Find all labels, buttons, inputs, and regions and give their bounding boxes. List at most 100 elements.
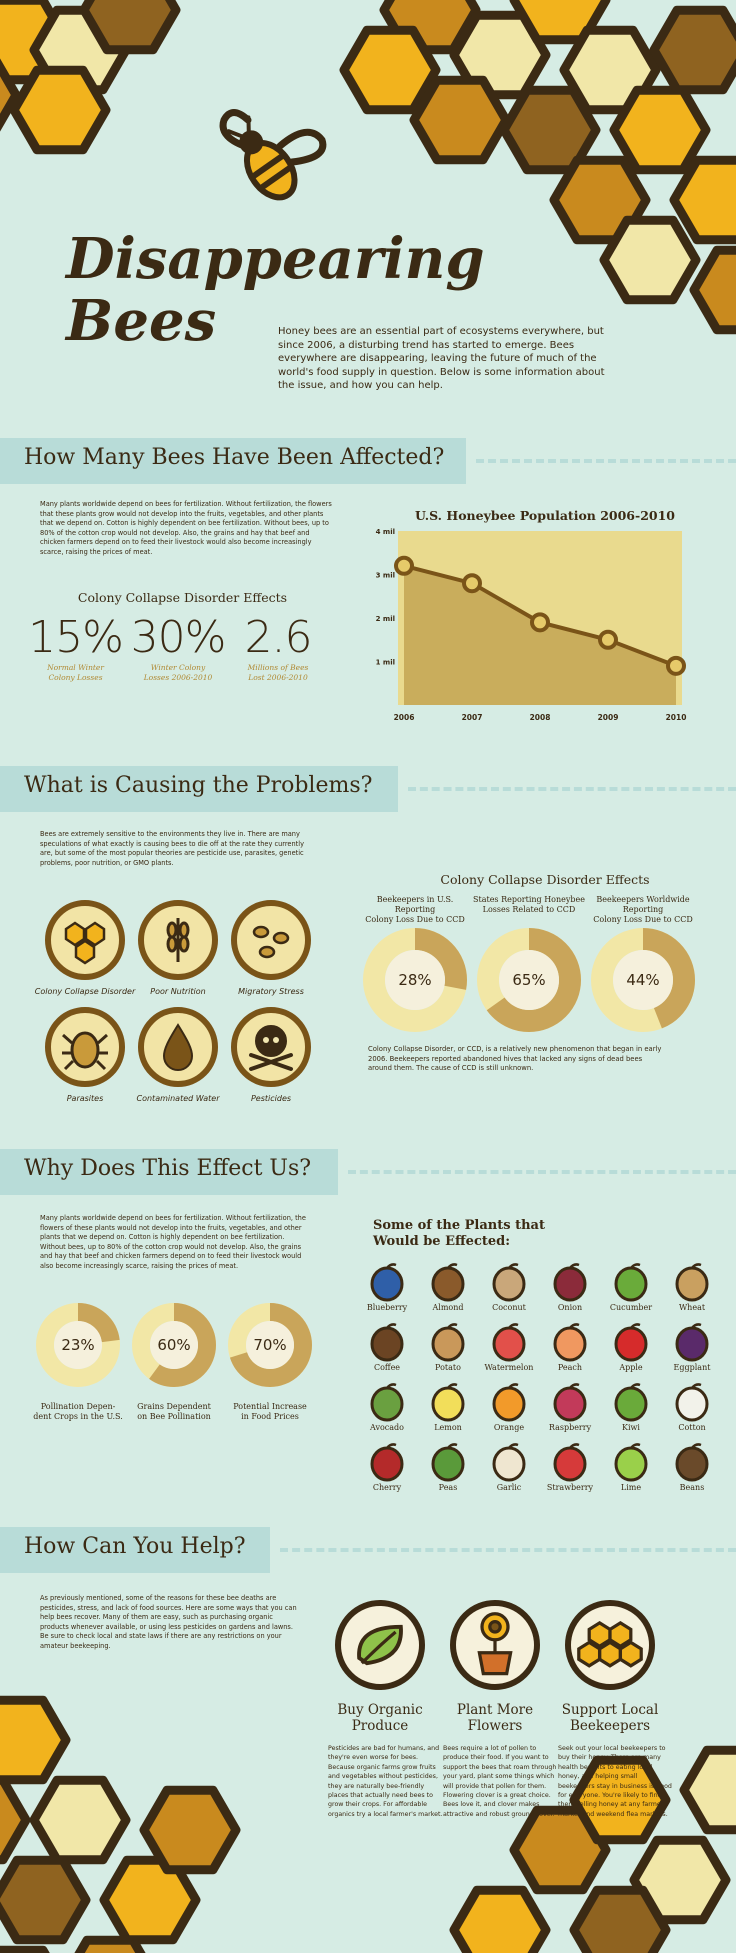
wheat-icon [675, 1263, 709, 1302]
honeycomb-icon [45, 900, 125, 980]
data-point-2006 [394, 555, 414, 576]
population-line-chart: 1 mil 2 mil 3 mil 4 mil 2006 2007 2008 2009 2010 [376, 528, 687, 722]
help-tips: Buy Organic Produce Pesticides are bad for… [320, 1598, 672, 1898]
donut-hole [499, 950, 559, 1010]
hexagon-shape [0, 1945, 50, 1953]
tip-title: Buy Organic Produce [337, 1702, 423, 1734]
skull-icon [231, 1007, 311, 1087]
x-tick-label: 2009 [598, 713, 619, 722]
section-heading-effects: Why Does This Effect Us? [0, 1149, 338, 1195]
y-tick-label: 3 mil [376, 572, 395, 580]
heading-divider [280, 1548, 736, 1552]
hexagon-shape [649, 5, 736, 95]
plant-label: Lemon [434, 1423, 462, 1432]
plant-label: Peach [557, 1363, 583, 1372]
affected-paragraph: Many plants worldwide depend on bees for… [40, 500, 332, 556]
leaf-icon [335, 1600, 425, 1690]
plant-label: Coffee [373, 1363, 401, 1372]
wheat-icon [138, 900, 218, 980]
peach-icon [553, 1323, 587, 1362]
y-tick-label: 1 mil [376, 659, 395, 667]
plant-label: Apple [619, 1363, 643, 1372]
section-heading-affected: How Many Bees Have Been Affected? [0, 438, 466, 484]
hexagon-shape [609, 85, 711, 175]
bee-logo-icon [219, 109, 327, 201]
intro-text: Honey bees are an essential part of ecos… [278, 326, 605, 391]
plant-label: Avocado [370, 1423, 404, 1432]
avocado-icon [370, 1383, 404, 1422]
donut-hole [385, 950, 445, 1010]
cause-label: Poor Nutrition [150, 987, 206, 996]
causes-paragraph: Bees are extremely sensitive to the envi… [40, 830, 304, 867]
impact-donut-charts: 23% 60% 70% [36, 1303, 312, 1387]
data-point-2009 [598, 629, 618, 650]
title-line-2: Bees [66, 288, 217, 354]
plant-label: Onion [557, 1303, 583, 1312]
title-line-1: Disappearing [66, 226, 485, 292]
cause-label: Migratory Stress [238, 987, 304, 996]
beans-icon [675, 1443, 709, 1482]
peas-icon [431, 1443, 465, 1482]
cucumber-icon [614, 1263, 648, 1302]
donut-hole [613, 950, 673, 1010]
donut-label: Grains Dependent on Bee Pollination [137, 1402, 211, 1421]
stat-normal-losses: 15% Normal Winter Colony Losses [28, 612, 124, 682]
hexagon-shape [599, 215, 701, 305]
donut-value: 23% [61, 1336, 94, 1354]
plant-label: Orange [493, 1423, 525, 1432]
data-point-2008 [530, 612, 550, 633]
heading-divider [476, 459, 736, 463]
ccd-donuts-title: Colony Collapse Disorder Effects [440, 872, 650, 887]
hexagon-shape [29, 1775, 131, 1865]
coconut-icon [492, 1263, 526, 1302]
donut-label: Potential Increase in Food Prices [233, 1402, 307, 1421]
donut-value: 44% [626, 971, 659, 989]
stat-winter-losses: 30% Winter Colony Losses 2006-2010 [130, 612, 227, 682]
cherry-icon [370, 1443, 404, 1482]
hexagon-shape [0, 1695, 71, 1785]
lemon-icon [431, 1383, 465, 1422]
cause-label: Pesticides [250, 1094, 292, 1103]
y-tick-label: 4 mil [376, 528, 395, 536]
section-heading-causes: What is Causing the Problems? [0, 766, 398, 812]
water-drop-icon [138, 1007, 218, 1087]
cause-label: Parasites [66, 1094, 104, 1103]
hexagon-shape [569, 1885, 671, 1953]
donut-segment [363, 928, 467, 1032]
y-tick-label: 2 mil [376, 615, 395, 623]
plant-label: Kiwi [622, 1423, 640, 1432]
hexagon-shape [0, 1855, 91, 1945]
plants-grid: Blueberry Almond Coconut Onion Cucumber Wheat… [360, 1262, 720, 1512]
cotton-icon [675, 1383, 709, 1422]
donut-segment [477, 928, 581, 1032]
page-title: Disappearing Bees [66, 228, 485, 352]
hexagon-shape [569, 1755, 671, 1845]
eggplant-icon [675, 1323, 709, 1362]
plant-label: Cherry [372, 1483, 402, 1492]
lime-icon [614, 1443, 648, 1482]
donut-hole [246, 1321, 294, 1369]
hexagon-shape [339, 25, 441, 115]
heading-divider [348, 1170, 736, 1174]
ccd-stats: 15% Normal Winter Colony Losses 30% Winte… [28, 612, 328, 692]
hexagon-shape [629, 1835, 731, 1925]
tip-text: Seek out your local beekeepers to buy th… [558, 1745, 672, 1818]
population-area [404, 565, 676, 705]
effects-paragraph: Many plants worldwide depend on bees for… [40, 1214, 306, 1270]
x-tick-label: 2010 [666, 713, 687, 722]
tip-text: Pesticides are bad for humans, and they'… [328, 1745, 443, 1818]
donut-value: 70% [253, 1336, 286, 1354]
plant-label: Strawberry [546, 1483, 594, 1492]
plant-label: Blueberry [366, 1303, 408, 1312]
hexagon-shape [9, 65, 111, 155]
raspberry-icon [553, 1383, 587, 1422]
donut-segment [591, 928, 695, 1032]
hexagon-shape [689, 245, 736, 335]
data-point-2007 [462, 573, 482, 594]
hexagon-shape [409, 75, 511, 165]
donut-hole [54, 1321, 102, 1369]
hexagon-shape [74, 1935, 146, 1953]
causes-grid: Colony Collapse Disorder Poor Nutrition Mi… [30, 895, 330, 1105]
plant-label: Eggplant [673, 1363, 711, 1372]
